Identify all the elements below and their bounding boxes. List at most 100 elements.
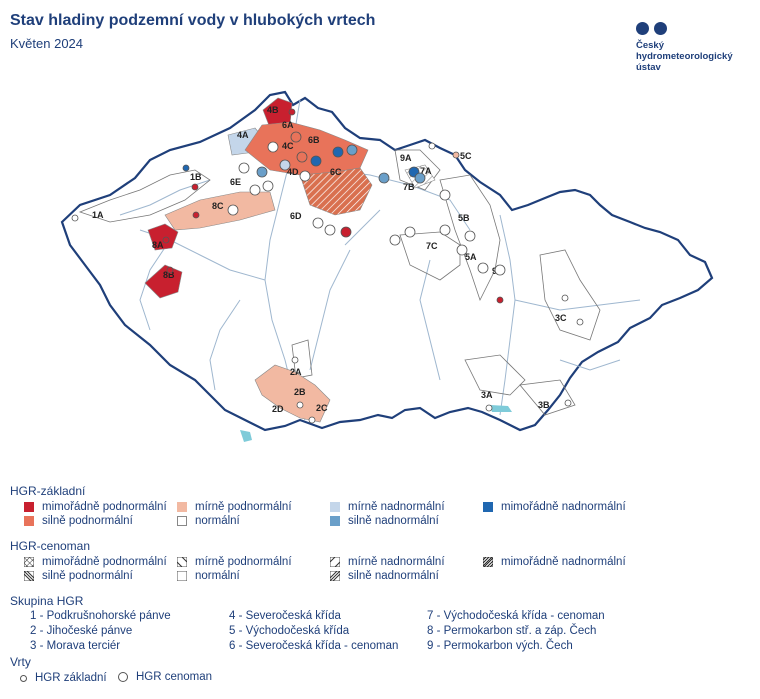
- label-6D: 6D: [290, 211, 302, 221]
- well-marker: [192, 211, 200, 219]
- wells-cenoman: [227, 131, 506, 276]
- legend-swatch: [177, 516, 187, 526]
- legend-item: silně nadnormální: [330, 570, 439, 582]
- well-marker: [182, 164, 190, 172]
- legend-item: mírně nadnormální: [330, 501, 445, 513]
- label-7A: 7A: [420, 166, 432, 176]
- well-marker: [310, 155, 322, 167]
- legend-label: silně nadnormální: [348, 515, 439, 527]
- legend-item: mimořádně podnormální: [24, 556, 167, 568]
- hgr-outlines: [78, 149, 601, 416]
- legend-swatch: [483, 557, 493, 567]
- legend-zakladni-title: HGR-základní: [10, 484, 86, 498]
- region-2D-2C: [254, 364, 331, 423]
- well-marker: [561, 294, 569, 302]
- label-4B: 4B: [267, 105, 279, 115]
- well-cenoman-symbol: [118, 672, 128, 682]
- region-6A-6B-4C: [244, 121, 369, 176]
- well-marker: [262, 180, 274, 192]
- well-marker: [389, 234, 401, 246]
- legend-item: mírně nadnormální: [330, 556, 445, 568]
- label-7C: 7C: [426, 241, 438, 251]
- legend-swatch: [330, 557, 340, 567]
- lake: [490, 405, 512, 412]
- label-1B: 1B: [190, 172, 202, 182]
- well-marker: [576, 318, 584, 326]
- legend-label: silně nadnormální: [348, 570, 439, 582]
- legend-label: mírně podnormální: [195, 501, 292, 513]
- well-marker: [267, 141, 279, 153]
- label-4C: 4C: [282, 141, 294, 151]
- well-marker: [312, 217, 324, 229]
- chmi-logo-mark: [636, 22, 676, 36]
- legend-label: normální: [195, 570, 240, 582]
- legend-group-item: 1 - Podkrušnohorské pánve: [30, 610, 171, 622]
- label-5C: 5C: [460, 151, 472, 161]
- well-marker: [308, 416, 316, 424]
- label-3A: 3A: [481, 390, 493, 400]
- label-2B: 2B: [294, 387, 306, 397]
- well-marker: [71, 214, 79, 222]
- chmi-logo: Český hydrometeorologický ústav: [636, 22, 746, 73]
- legend-item: mírně podnormální: [177, 556, 292, 568]
- label-7B: 7B: [403, 182, 415, 192]
- region-6C: [299, 167, 373, 216]
- page-subtitle: Květen 2024: [10, 36, 84, 51]
- well-marker: [290, 131, 302, 143]
- legend-group-item: 2 - Jihočeské pánve: [30, 625, 133, 637]
- well-marker: [452, 151, 460, 159]
- legend-swatch: [177, 502, 187, 512]
- legend-swatch: [24, 557, 34, 567]
- legend-swatch: [330, 516, 340, 526]
- well-marker: [256, 166, 268, 178]
- region-8B: [144, 264, 183, 299]
- well-marker: [288, 108, 296, 116]
- lake: [240, 430, 252, 442]
- well-marker: [332, 146, 344, 158]
- legend-swatch: [177, 557, 187, 567]
- legend-group-item: 8 - Permokarbon stř. a záp. Čech: [427, 625, 597, 637]
- label-5A: 5A: [465, 252, 477, 262]
- legend-label: mimořádně nadnormální: [501, 501, 626, 513]
- legend-label: silně podnormální: [42, 570, 133, 582]
- well-marker: [324, 224, 336, 236]
- label-2D: 2D: [272, 404, 284, 414]
- well-marker: [162, 236, 170, 244]
- legend-item: HGR základní: [20, 672, 107, 684]
- legend-group-item: 7 - Východočeská křída - cenoman: [427, 610, 605, 622]
- logo-line-2: hydrometeorologický: [636, 51, 733, 62]
- well-marker: [464, 230, 476, 242]
- well-marker: [494, 264, 506, 276]
- well-marker: [496, 296, 504, 304]
- well-marker: [191, 183, 199, 191]
- label-2A: 2A: [290, 367, 302, 377]
- label-6A: 6A: [282, 120, 294, 130]
- label-3C: 3C: [555, 313, 567, 323]
- label-8C: 8C: [212, 201, 224, 211]
- legend-item: mimořádně podnormální: [24, 501, 167, 513]
- well-marker: [238, 162, 250, 174]
- legend-label: HGR základní: [35, 672, 107, 684]
- label-1A: 1A: [92, 210, 104, 220]
- legend-item: mimořádně nadnormální: [483, 556, 626, 568]
- legend-item: silně nadnormální: [330, 515, 439, 527]
- legend-label: mírně nadnormální: [348, 556, 445, 568]
- legend-group-item: 4 - Severočeská křída: [229, 610, 341, 622]
- well-marker: [296, 401, 304, 409]
- legend-label: normální: [195, 515, 240, 527]
- legend-swatch: [24, 502, 34, 512]
- well-marker: [279, 159, 291, 171]
- well-marker: [340, 226, 352, 238]
- label-6B: 6B: [308, 135, 320, 145]
- country-border: [60, 90, 714, 432]
- legend-label: mimořádně podnormální: [42, 556, 167, 568]
- well-marker: [299, 170, 311, 182]
- legend-item: silně podnormální: [24, 515, 133, 527]
- legend-vrty-title: Vrty: [10, 655, 31, 669]
- well-marker: [166, 266, 174, 274]
- legend-swatch: [483, 502, 493, 512]
- well-marker: [296, 151, 308, 163]
- well-marker: [439, 189, 451, 201]
- label-4D: 4D: [287, 167, 299, 177]
- legend-group-item: 6 - Severočeská křída - cenoman: [229, 640, 399, 652]
